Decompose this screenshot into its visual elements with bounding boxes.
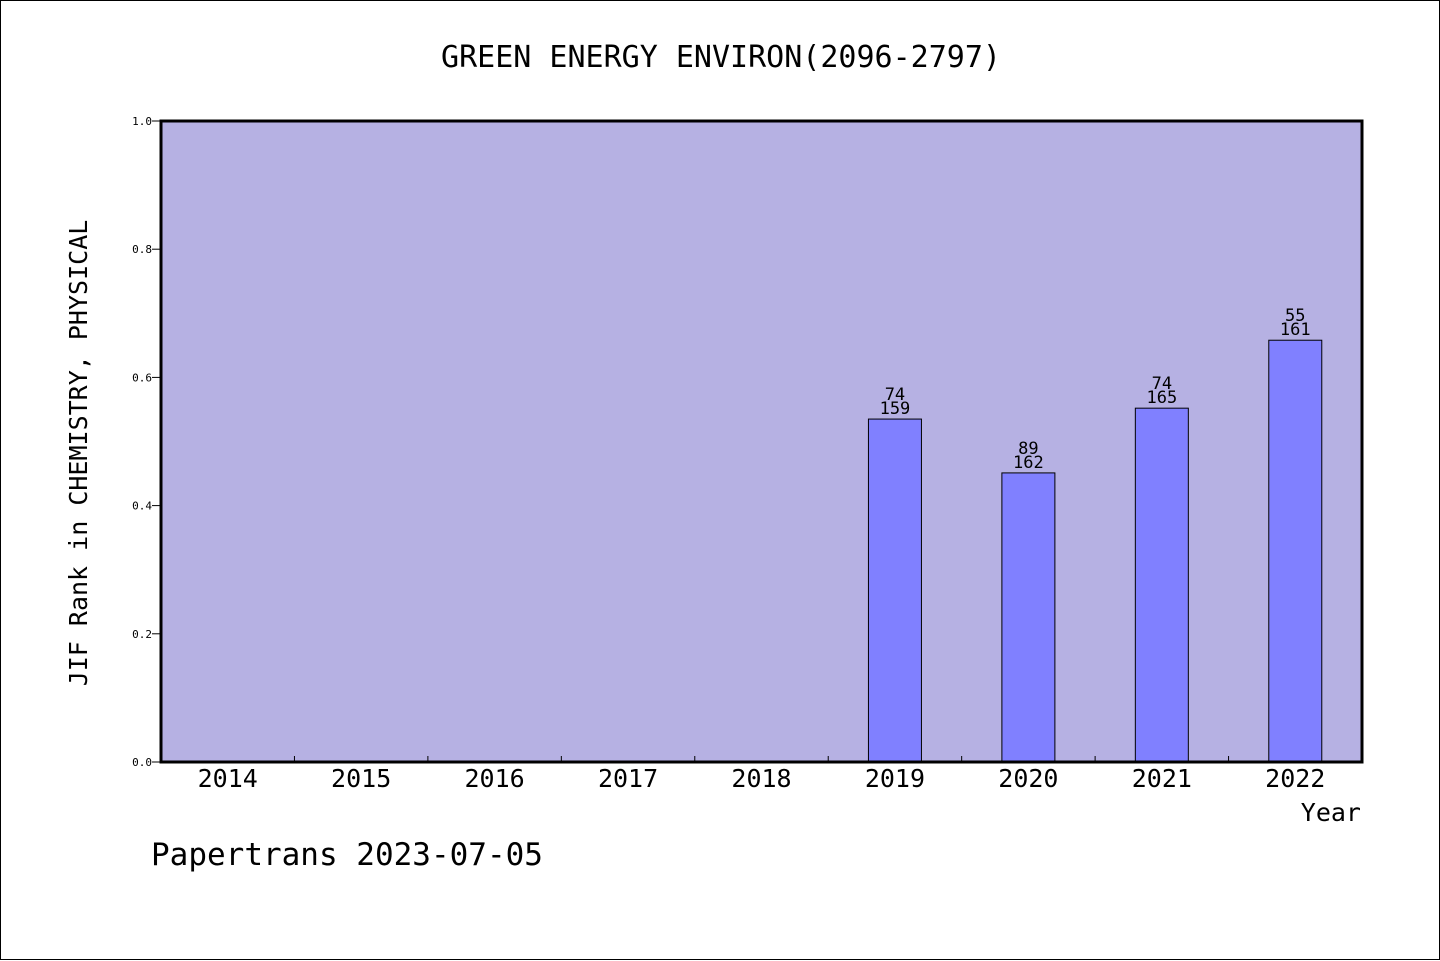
- bar-2020: [1001, 472, 1056, 763]
- footer-watermark: Papertrans 2023-07-05: [151, 837, 543, 873]
- x-tick-label: 2019: [865, 764, 925, 793]
- x-tick-label: 2016: [465, 764, 525, 793]
- x-tick-label: 2021: [1132, 764, 1192, 793]
- bar-label-total: 159: [880, 399, 911, 419]
- chart-title: GREEN ENERGY ENVIRON(2096-2797): [441, 40, 1001, 75]
- bar-2021: [1134, 407, 1189, 763]
- x-tick-label: 2020: [998, 764, 1058, 793]
- bars-group: [867, 339, 1323, 763]
- x-tick-label: 2017: [598, 764, 658, 793]
- y-axis-ticks: 0.0 0.2 0.4 0.6 0.8 1.0: [132, 115, 161, 769]
- bar-label-total: 161: [1280, 320, 1311, 340]
- x-axis-ticks: 2014 2015 2016 2017 2018 2019 2020 2021 2022: [198, 756, 1325, 793]
- x-tick-label: 2014: [198, 764, 258, 793]
- y-tick-label: 0.8: [132, 243, 152, 256]
- x-tick-label: 2015: [331, 764, 391, 793]
- bar-label-rank: 74: [1152, 374, 1172, 394]
- y-tick-label: 0.0: [132, 756, 152, 769]
- bar-label-total: 165: [1146, 388, 1177, 408]
- x-axis-label: Year: [1301, 798, 1361, 827]
- bar-label-total: 162: [1013, 453, 1044, 473]
- y-axis-label: JIF Rank in CHEMISTRY, PHYSICAL: [64, 220, 93, 687]
- y-tick-label: 0.4: [132, 500, 152, 513]
- plot-border: [159, 119, 1364, 764]
- bar-label-rank: 55: [1285, 306, 1305, 326]
- bar-label-rank: 74: [885, 385, 905, 405]
- y-tick-label: 0.6: [132, 371, 152, 384]
- y-tick-label: 1.0: [132, 115, 152, 128]
- bar-2022: [1268, 339, 1323, 763]
- bar-label-rank: 89: [1018, 439, 1038, 459]
- y-tick-label: 0.2: [132, 628, 152, 641]
- x-tick-label: 2018: [731, 764, 791, 793]
- x-tick-label: 2022: [1265, 764, 1325, 793]
- bar-2019: [867, 418, 922, 763]
